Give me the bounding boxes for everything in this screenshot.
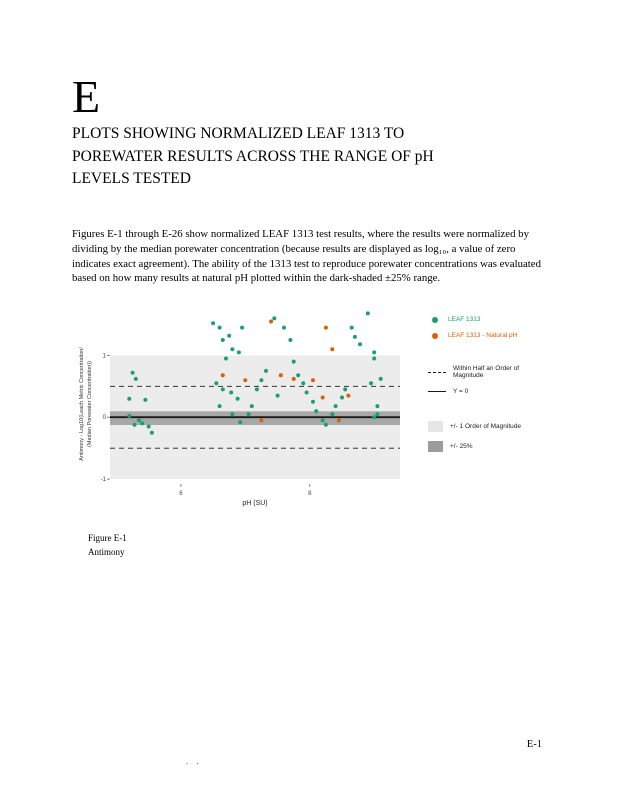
figure-caption: Figure E-1 Antimony [88,532,546,560]
svg-text:1: 1 [103,354,107,360]
chart-legend: LEAF 1313 LEAF 1313 - Natural pH Within Ha… [428,300,546,478]
legend-dot-swatch [432,332,438,339]
legend-dashed-line-swatch [428,371,446,373]
legend-label: Within Half an Order of Magnitude [453,365,520,380]
legend-label: Y = 0 [453,388,469,396]
y-axis-label-line1: Antimony - Log10(Leach Metric Concentrat… [78,347,85,462]
page-title: PLOTS SHOWING NORMALIZED LEAF 1313 TO PO… [72,125,434,188]
legend-item: +/- 1 Order of Magnitude [428,421,546,433]
legend-box-swatch [428,421,443,433]
legend-dot-swatch [432,316,438,323]
page-content: E PLOTS SHOWING NORMALIZED LEAF 1313 TO … [72,71,546,560]
legend-group: +/- 1 Order of Magnitude +/- 25% [428,421,546,453]
legend-group: LEAF 1313 LEAF 1313 - Natural pH [428,316,546,339]
svg-text:6: 6 [179,491,183,497]
page-number: E-1 [526,739,542,750]
legend-label: +/- 1 Order of Magnitude [450,423,521,431]
legend-label: LEAF 1313 - Natural pH [448,332,518,340]
figure-caption-number: Figure E-1 [88,533,127,544]
svg-text:-1: -1 [101,477,107,483]
y-axis-label: Antimony - Log10(Leach Metric Concentrat… [78,300,94,508]
legend-label: +/- 25% [450,443,473,451]
svg-text:0: 0 [103,416,107,422]
svg-text:pH (SU): pH (SU) [242,500,267,507]
legend-label: LEAF 1313 [448,316,481,324]
legend-item: LEAF 1313 - Natural pH [428,332,546,339]
legend-box-swatch [428,441,443,453]
intro-paragraph: Figures E-1 through E-26 show normalized… [72,227,541,285]
y-axis-label-line2: (Median Porewater Concentration)) [87,361,93,448]
section-letter: E [72,71,101,122]
scatter-plot: -1 0 1 6 8 pH (SU) [101,311,400,507]
figure-e1: Antimony - Log10(Leach Metric Concentrat… [78,300,546,508]
figure-caption-analyte: Antimony [88,547,125,558]
legend-item: Within Half an Order of Magnitude [428,365,546,379]
legend-item: Y = 0 [428,388,546,395]
svg-text:8: 8 [308,491,312,497]
legend-item: +/- 25% [428,441,546,453]
legend-item: LEAF 1313 [428,316,546,323]
footer-marks: . . [186,756,202,766]
legend-group: Within Half an Order of Magnitude Y = 0 [428,365,546,395]
legend-solid-line-swatch [428,391,446,393]
